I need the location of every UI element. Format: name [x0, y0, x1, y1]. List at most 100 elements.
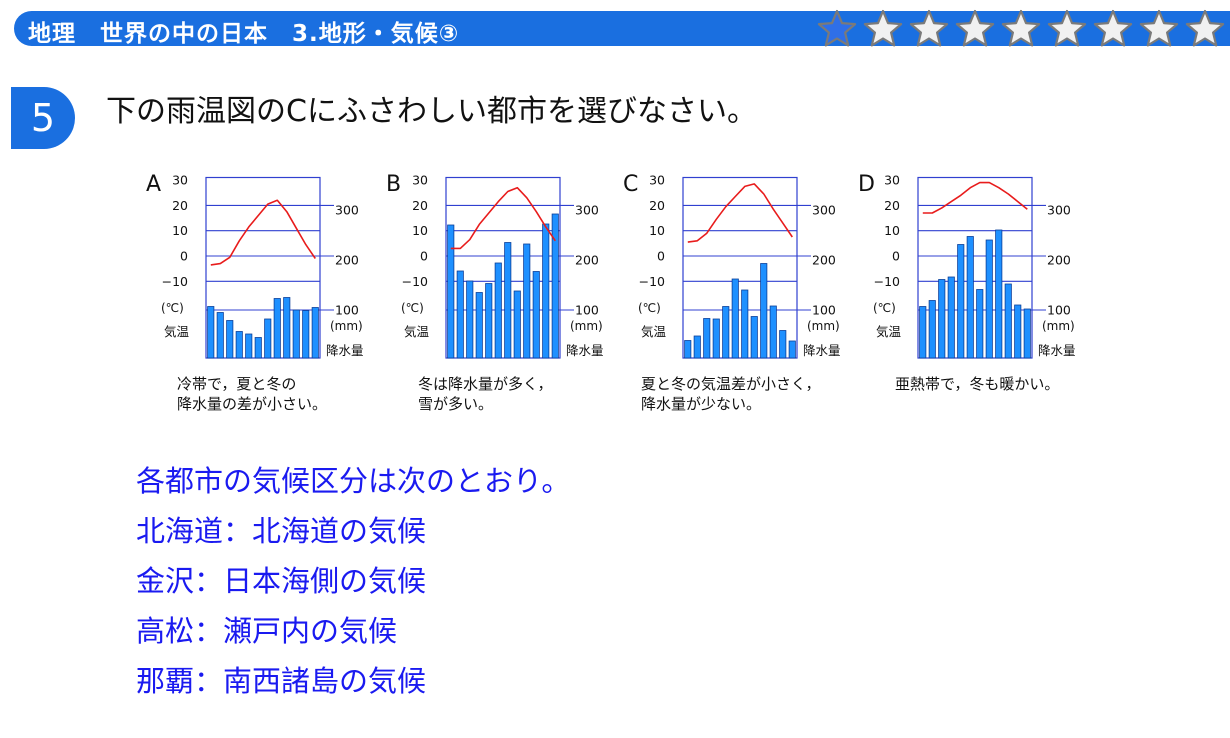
chart-c-precip-bar	[779, 330, 787, 359]
chart-d-precip-bar	[938, 279, 946, 359]
chart-b-precip-tick: 200	[575, 253, 599, 268]
chart-b-precip-tick: 100	[575, 303, 599, 318]
chart-c-precip-bar	[684, 340, 692, 359]
chart-b-precip-tick: 300	[575, 203, 599, 218]
chart-a-precip-bar	[235, 331, 243, 359]
chart-c-title: C	[623, 172, 638, 197]
chart-a-temp-tick: 20	[172, 198, 188, 213]
chart-a-precip-bar	[216, 312, 224, 359]
chart-d-precip-tick: 200	[1047, 253, 1071, 268]
chart-d-precip-bar	[1014, 304, 1022, 359]
chart-b-temp-tick: 0	[420, 249, 428, 264]
chart-c-precip-tick: 100	[812, 303, 836, 318]
chart-d-precip-bar	[957, 244, 965, 359]
chart-a-precip-bar	[283, 297, 291, 359]
chart-a-precip-tick: 200	[335, 253, 359, 268]
star-icon	[955, 9, 995, 47]
chart-a-precip-tick: 100	[335, 303, 359, 318]
caption-b-line-1: 冬は降水量が多く，	[418, 375, 553, 393]
chart-b-precip-label: 降水量	[566, 343, 604, 358]
answer-line-3: 金沢：日本海側の気候	[136, 564, 427, 598]
chart-b-precip-bar	[532, 271, 540, 359]
chart-a-frame	[205, 176, 321, 359]
answer-line-1: 各都市の気候区分は次のとおり。	[136, 464, 571, 498]
chart-c-precip-bar	[703, 318, 711, 359]
chart-c-temp-tick: 20	[649, 198, 665, 213]
chart-c-precip-bar	[750, 316, 758, 359]
chart-a-title: A	[146, 172, 161, 197]
star-icon	[1001, 9, 1041, 47]
star-icon	[1139, 9, 1179, 47]
chart-b-precip-unit: (mm)	[570, 319, 603, 333]
chart-a-precip-bar	[292, 309, 300, 359]
chart-b-precip-bar	[466, 280, 474, 359]
caption-c-line-1: 夏と冬の気温差が小さく，	[641, 375, 821, 393]
answer-line-4: 高松：瀬戸内の気候	[136, 614, 398, 648]
chart-a-precip-tick: 300	[335, 203, 359, 218]
chart-a-precip-bar	[226, 320, 234, 359]
chart-d-precip-bar	[995, 229, 1003, 359]
chart-d-precip-tick: 100	[1047, 303, 1071, 318]
chart-b-precip-bar	[551, 213, 559, 359]
chart-c-temp-unit: (℃)	[638, 301, 661, 315]
chart-b-temp-label: 気温	[404, 324, 430, 339]
chart-b-temp-tick: 30	[412, 173, 428, 188]
difficulty-stars	[817, 9, 1225, 47]
chart-d-temp-tick: 10	[884, 223, 900, 238]
answer-line-5: 那覇：南西諸島の気候	[136, 664, 427, 698]
chart-a-precip-unit: (mm)	[330, 319, 363, 333]
caption-d: 亜熱帯で，冬も暖かい。	[895, 374, 1135, 394]
chart-c-precip-bar	[741, 289, 749, 359]
chart-d-precip-bar	[919, 306, 927, 359]
chart-a-temp-tick: −10	[162, 274, 188, 289]
chart-a-temp-tick: 10	[172, 223, 188, 238]
chart-b-precip-bar	[504, 242, 512, 359]
star-icon	[817, 9, 857, 47]
chart-c-temp-tick: 10	[649, 223, 665, 238]
chart-b-precip-bar	[513, 290, 521, 359]
chart-c-precip-tick: 300	[812, 203, 836, 218]
chart-b-frame	[445, 176, 561, 359]
chart-c-precip-tick: 200	[812, 253, 836, 268]
chart-b-precip-bar	[456, 270, 464, 359]
chart-a-precip-bar	[273, 298, 281, 359]
chart-d-precip-bar	[1004, 283, 1012, 359]
chart-a-precip-bar	[311, 307, 319, 359]
chart-b-temp-unit: (℃)	[401, 301, 424, 315]
chart-c-precip-bar	[712, 318, 720, 359]
star-icon	[1047, 9, 1087, 47]
chart-d-temp-tick: 30	[884, 173, 900, 188]
chart-c-precip-bar	[769, 305, 777, 359]
caption-a-line-2: 降水量の差が小さい。	[177, 395, 328, 413]
chart-d-precip-unit: (mm)	[1042, 319, 1075, 333]
chart-d-temp-tick: 0	[892, 249, 900, 264]
chart-d-precip-bar	[976, 289, 984, 359]
answer-explanation: 各都市の気候区分は次のとおり。 北海道：北海道の気候 金沢：日本海側の気候 高松…	[136, 456, 570, 706]
star-icon	[1093, 9, 1133, 47]
chart-d-frame	[917, 176, 1033, 359]
caption-d-line-1: 亜熱帯で，冬も暖かい。	[895, 375, 1060, 393]
caption-b-line-2: 雪が多い。	[418, 395, 494, 413]
chart-d-precip-bar	[928, 300, 936, 359]
caption-b: 冬は降水量が多く， 雪が多い。	[418, 374, 658, 414]
chart-b-temp-tick: −10	[402, 274, 428, 289]
chart-a-precip-bar	[207, 306, 215, 359]
question-text: 下の雨温図のCにふさわしい都市を選びなさい。	[106, 94, 757, 129]
chart-c-temp-tick: −10	[639, 274, 665, 289]
chart-c-precip-label: 降水量	[803, 343, 841, 358]
chart-b-precip-bar	[447, 224, 455, 359]
caption-a: 冷帯で，夏と冬の 降水量の差が小さい。	[177, 374, 417, 414]
chart-b-precip-bar	[494, 262, 502, 359]
chart-c-temp-line	[687, 183, 793, 243]
caption-a-line-1: 冷帯で，夏と冬の	[177, 375, 297, 393]
chart-a-temp-unit: (℃)	[161, 301, 184, 315]
chart-d-temp-tick: −10	[874, 274, 900, 289]
chart-a-precip-bar	[245, 333, 253, 359]
chart-b-precip-bar	[523, 243, 531, 359]
question-number-badge: 5	[11, 87, 75, 149]
